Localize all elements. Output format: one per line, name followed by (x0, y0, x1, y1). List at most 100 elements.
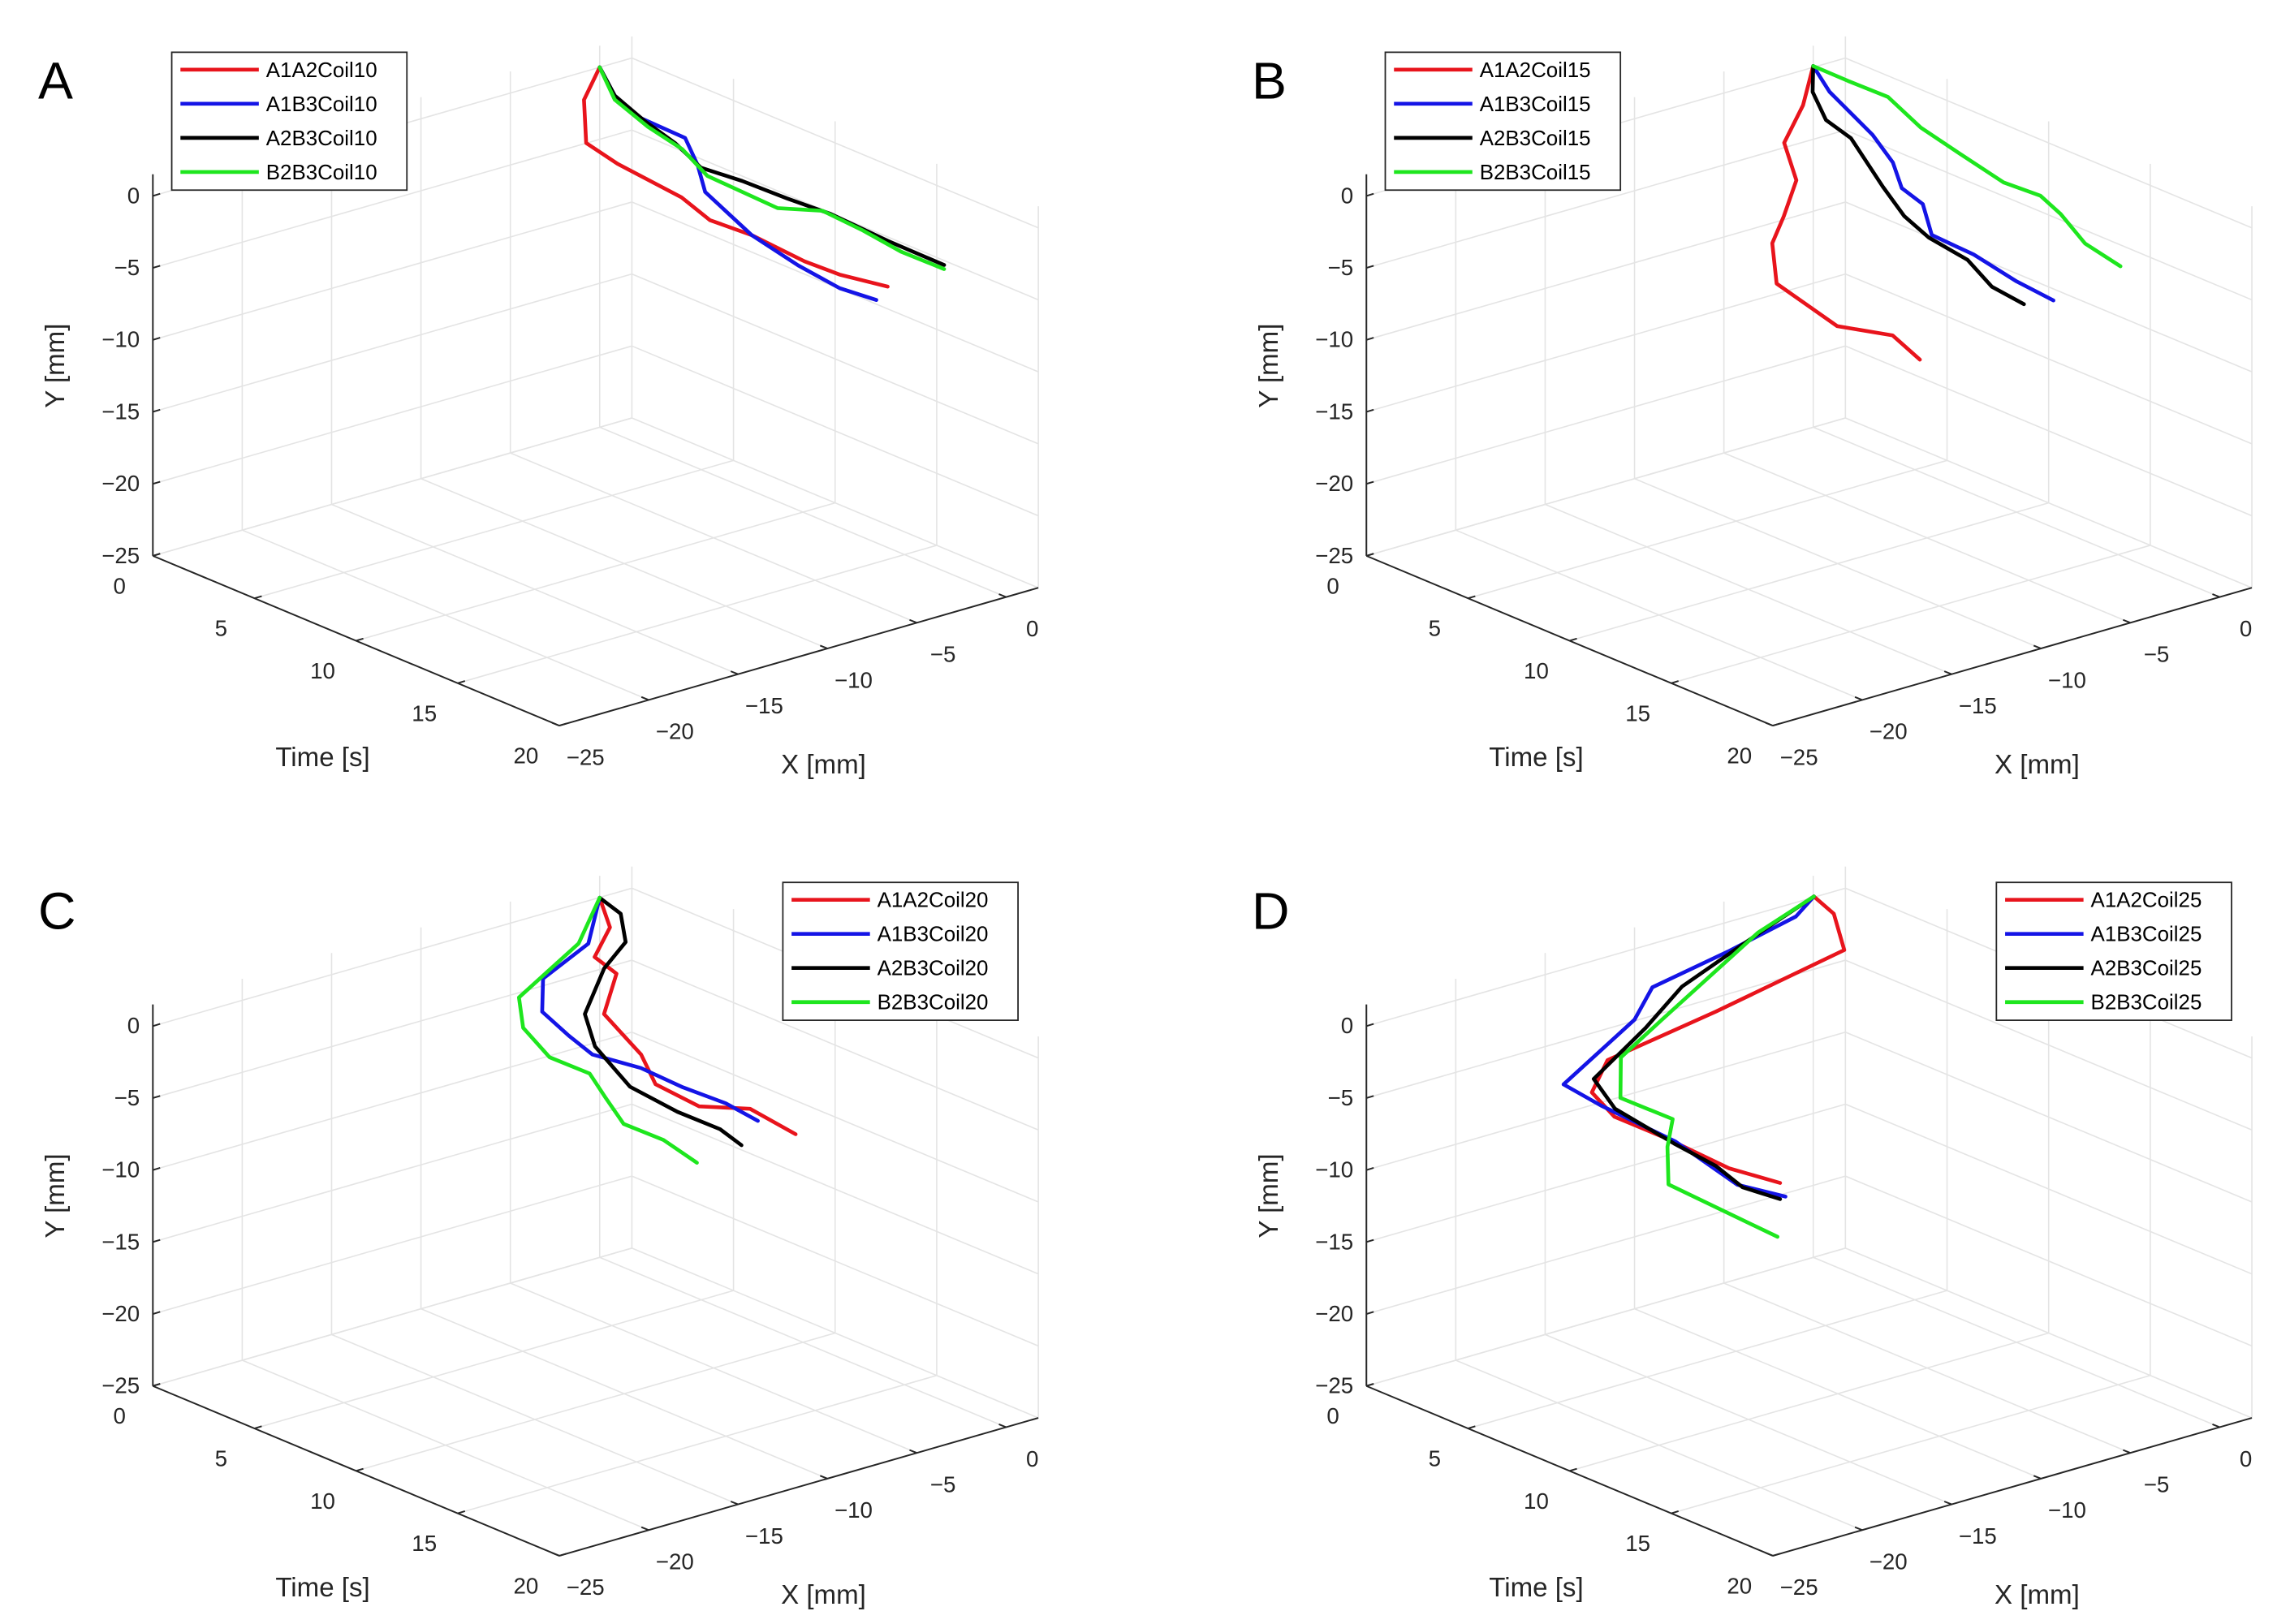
gridline (1366, 1031, 1846, 1171)
gridline (153, 1031, 632, 1171)
x-tick-label: −20 (656, 719, 694, 744)
x-tick (2212, 1423, 2220, 1428)
gridline (1468, 459, 1947, 599)
x-tick (1854, 1526, 1863, 1531)
legend-label: A2B3Coil25 (2091, 958, 2202, 980)
x-tick-label: −5 (2144, 1471, 2170, 1497)
y-tick (153, 1311, 161, 1315)
gridline (420, 478, 828, 649)
time-tick-label: 20 (1727, 1573, 1752, 1598)
x-axis-label: X [mm] (781, 750, 866, 780)
gridline (1845, 959, 2253, 1131)
gridline (632, 1247, 1039, 1419)
x-tick (1943, 1501, 1952, 1506)
panel-label: C (38, 881, 75, 940)
x-tick-label: −20 (656, 1549, 694, 1574)
y-tick-label: −10 (101, 1157, 140, 1182)
panel-d: −25 −20 −15 −10 −5 0 0 5 10 15 20 −25 −20 −15 −10 −5 0 Y … (1252, 866, 2253, 1610)
gridline (153, 1247, 632, 1387)
legend-box (1995, 881, 2232, 1022)
time-axis-label: Time [s] (275, 743, 369, 773)
x-tick-label: −25 (1780, 744, 1818, 769)
legend-label: A1B3Coil10 (266, 93, 377, 116)
panel-c: −25 −20 −15 −10 −5 0 0 5 10 15 20 −25 −20 −15 −10 −5 0 Y … (38, 866, 1039, 1610)
legend: A1A2Coil10 A1B3Coil10 A2B3Coil10 B2B3Coil10 (170, 51, 408, 192)
x-tick-label: −10 (2048, 667, 2086, 692)
legend-label: A2B3Coil15 (1480, 127, 1591, 150)
x-tick-label: −15 (745, 1523, 783, 1549)
gridline (1845, 201, 2253, 373)
time-axis-label: Time [s] (1489, 1573, 1583, 1603)
gridline (632, 345, 1039, 517)
x-tick (2123, 618, 2131, 624)
time-tick (1772, 722, 1781, 727)
legend: A1A2Coil25 A1B3Coil25 A2B3Coil25 B2B3Coil25 (1995, 881, 2232, 1022)
x-tick (730, 1501, 739, 1506)
time-tick-label: 10 (310, 1488, 335, 1514)
legend-label: A1A2Coil25 (2091, 890, 2202, 912)
x-tick-label: −5 (930, 1471, 956, 1497)
gridline (153, 959, 632, 1099)
y-tick-label: −20 (1315, 471, 1353, 496)
time-tick-label: 15 (412, 1531, 437, 1556)
y-tick-label: −15 (1315, 398, 1353, 424)
gridline (242, 1359, 649, 1531)
y-tick (1365, 1095, 1374, 1099)
gridline (632, 1032, 1039, 1203)
gridline (331, 503, 739, 675)
x-tick (640, 696, 649, 701)
legend-label: B2B3Coil15 (1480, 162, 1591, 184)
x-tick-label: −20 (1869, 1549, 1908, 1574)
y-tick (153, 408, 161, 413)
y-tick-label: −25 (1315, 543, 1353, 568)
legend-label: A1B3Coil20 (878, 924, 989, 946)
x-tick (998, 593, 1007, 598)
legend: A1A2Coil15 A1B3Coil15 A2B3Coil15 B2B3Coil15 (1384, 51, 1622, 192)
series-line-A1B3Coil15 (1811, 64, 2055, 303)
panel-a: −25 −20 −15 −10 −5 0 0 5 10 15 20 −25 −20 −15 −10 −5 0 Y … (38, 36, 1039, 780)
y-tick (1365, 265, 1374, 269)
x-tick-label: 0 (2240, 1446, 2252, 1471)
legend-label: A1A2Coil10 (266, 59, 377, 82)
y-tick (153, 1095, 161, 1099)
time-tick (457, 680, 466, 684)
y-tick-label: 0 (127, 1013, 140, 1038)
gridline (153, 887, 632, 1027)
time-tick-label: 5 (1429, 1446, 1441, 1471)
x-tick-label: −5 (930, 642, 956, 667)
y-axis-label: Y [mm] (1254, 1153, 1284, 1238)
time-tick-label: 0 (113, 1403, 125, 1428)
time-tick-label: 10 (1524, 658, 1549, 683)
time-tick (457, 1510, 466, 1514)
y-tick (153, 1167, 161, 1171)
y-axis-label: Y [mm] (41, 324, 71, 408)
y-tick (153, 1238, 161, 1243)
gridline (1634, 478, 2042, 649)
x-tick (1854, 696, 1863, 701)
y-tick (1365, 408, 1374, 413)
y-tick-label: 0 (127, 183, 140, 208)
series-line-A1A2Coil25 (1589, 894, 1847, 1185)
y-tick (1365, 192, 1374, 197)
y-tick-label: −5 (114, 255, 140, 280)
time-tick (1569, 637, 1577, 642)
series-line-A2B3Coil15 (1810, 64, 2026, 307)
gridline (1545, 1333, 1952, 1506)
panel-label: B (1252, 52, 1287, 110)
panel-label: A (38, 52, 73, 110)
x-tick-label: −5 (2144, 642, 2170, 667)
y-tick-label: −15 (101, 398, 140, 424)
y-tick-label: −10 (1315, 327, 1353, 352)
x-tick (819, 644, 828, 649)
x-axis-label: X [mm] (781, 1580, 866, 1610)
series-line-A1A2Coil20 (593, 895, 798, 1136)
gridline (1671, 545, 2151, 684)
gridline (254, 1290, 734, 1429)
gridline (1366, 959, 1846, 1099)
legend-label: B2B3Coil20 (878, 992, 989, 1014)
gridline (457, 545, 938, 684)
gridline (1845, 1103, 2253, 1275)
legend: A1A2Coil20 A1B3Coil20 A2B3Coil20 B2B3Coil20 (782, 881, 1019, 1022)
gridline (153, 345, 632, 485)
gridline (1545, 503, 1952, 675)
